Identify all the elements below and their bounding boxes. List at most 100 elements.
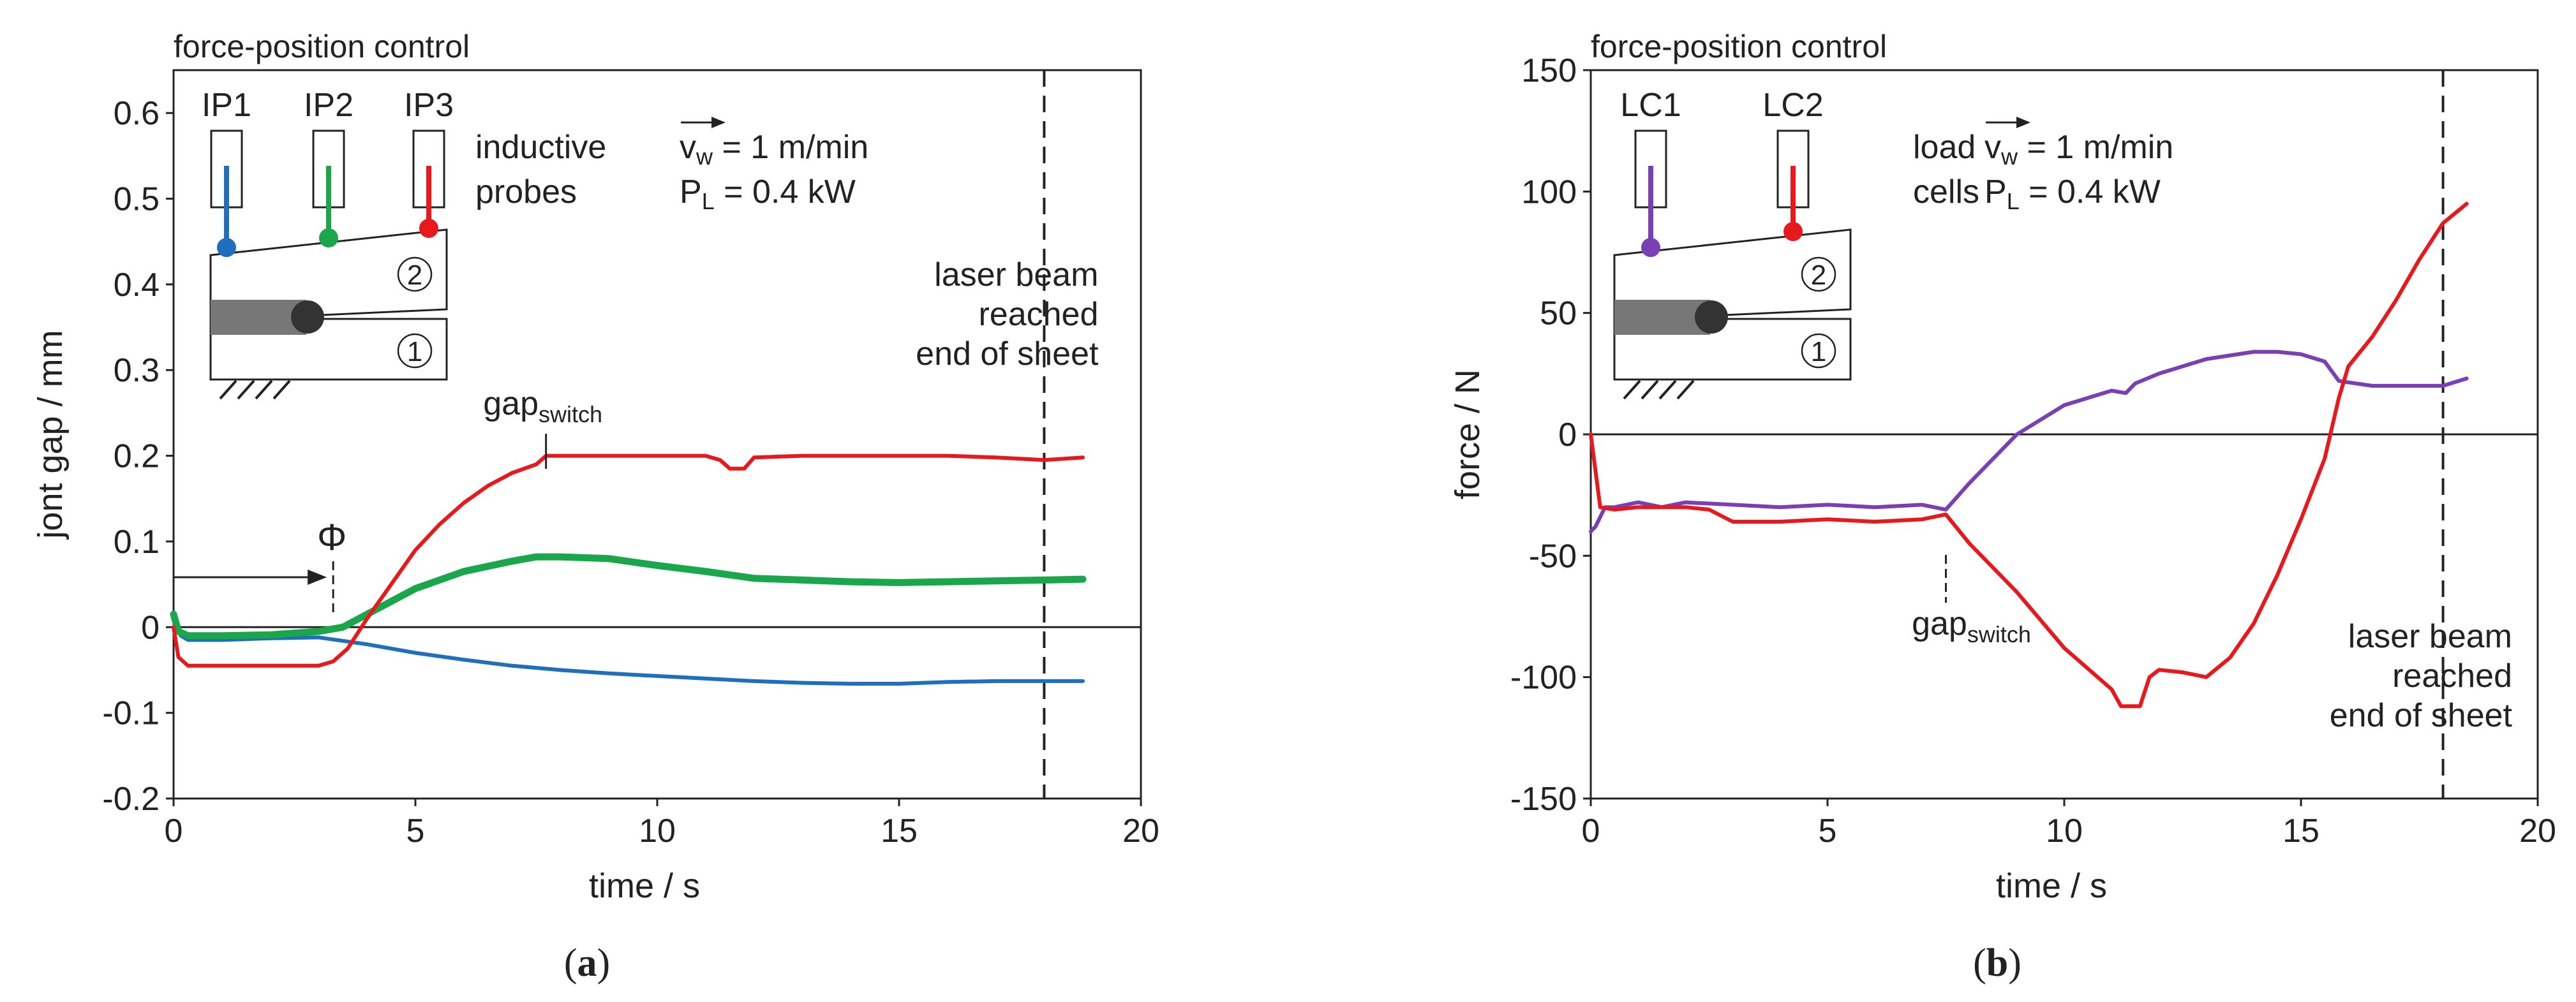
sensor-type-line-2: probes bbox=[475, 173, 577, 210]
caption-letter: a bbox=[577, 941, 597, 985]
y-tick-label: 0.3 bbox=[114, 352, 160, 389]
vw-arrow-head bbox=[2016, 117, 2030, 128]
y-tick-label: -50 bbox=[1529, 538, 1577, 575]
ground-hatch bbox=[219, 379, 237, 400]
caption-open-paren: ( bbox=[564, 941, 577, 985]
caption-close-paren: ) bbox=[597, 941, 611, 985]
series-line-ip3 bbox=[172, 453, 1085, 668]
laser-annotation: laser beam reached end of sheet bbox=[2330, 618, 2513, 734]
laser-spot bbox=[291, 300, 324, 334]
probe-label-lc1: LC1 bbox=[1620, 87, 1681, 124]
y-tick-label: 0.4 bbox=[114, 267, 160, 304]
x-axis-label: time / s bbox=[1996, 867, 2107, 905]
x-axis-label: time / s bbox=[589, 867, 700, 905]
probe-tip bbox=[1641, 238, 1660, 257]
probe-label-ip3: IP3 bbox=[404, 87, 454, 124]
vw-subscript: w bbox=[2000, 144, 2018, 170]
vw-symbol: v bbox=[680, 129, 696, 166]
y-tick-label: -0.2 bbox=[102, 781, 160, 818]
plot-frame bbox=[172, 69, 1142, 800]
pl-label: PL = 0.4 kW bbox=[1984, 173, 2161, 214]
laser-line-2: reached bbox=[2392, 658, 2512, 695]
laser-spot bbox=[1695, 300, 1728, 334]
pl-symbol: P bbox=[1984, 173, 2007, 210]
x-tick-label: 5 bbox=[406, 813, 425, 850]
ground-hatch bbox=[1641, 379, 1659, 400]
x-tick-label: 10 bbox=[2046, 813, 2083, 850]
y-axis-label: force / N bbox=[1448, 369, 1487, 499]
vw-value: = 1 m/min bbox=[2018, 129, 2173, 166]
pl-subscript: L bbox=[2007, 188, 2020, 214]
probe-tip bbox=[1783, 222, 1803, 241]
chart-title: force-position control bbox=[1591, 29, 1887, 64]
vw-label: vw = 1 m/min bbox=[1984, 129, 2173, 170]
panel-caption: (b) bbox=[1973, 941, 2021, 985]
sheet-1-circle bbox=[1801, 333, 1836, 369]
x-tick-label: 0 bbox=[165, 813, 183, 850]
gap-switch-label: gapswitch bbox=[1912, 605, 2031, 647]
probe-label-lc2: LC2 bbox=[1762, 87, 1823, 124]
pl-value: = 0.4 kW bbox=[715, 173, 856, 210]
laser-line-3: end of sheet bbox=[2330, 697, 2513, 734]
y-tick-label: -0.1 bbox=[102, 695, 160, 732]
series-line-ip1 bbox=[172, 616, 1085, 686]
setup-schematic: 2 1 LC1 LC2 bbox=[1613, 87, 1852, 400]
probe-tip bbox=[419, 219, 438, 238]
x-tick-label: 10 bbox=[639, 813, 676, 850]
y-tick-label: 100 bbox=[1521, 173, 1577, 210]
laser-line-3: end of sheet bbox=[916, 335, 1099, 372]
y-axis-label: jont gap / mm bbox=[31, 330, 70, 540]
gap-switch-label: gapswitch bbox=[483, 385, 602, 427]
y-tick-label: 0 bbox=[1558, 416, 1577, 453]
sensor-type-label: inductive probes bbox=[475, 129, 606, 210]
laser-annotation: laser beam reached end of sheet bbox=[916, 256, 1099, 372]
sheet-2-number: 2 bbox=[407, 260, 422, 291]
caption-letter: b bbox=[1986, 941, 2008, 985]
ground-hatch bbox=[237, 379, 255, 400]
phi-label: Φ bbox=[317, 517, 346, 558]
probe-tip bbox=[217, 238, 236, 257]
probe-tip bbox=[319, 228, 338, 247]
sheet-1-circle bbox=[397, 333, 433, 369]
y-tick-label: 0.6 bbox=[114, 95, 160, 132]
vw-symbol: v bbox=[1984, 129, 2001, 166]
series-line-ip2 bbox=[170, 553, 1087, 640]
x-tick-label: 5 bbox=[1819, 813, 1837, 850]
panel-caption: (a) bbox=[564, 941, 610, 985]
series-line-lc2 bbox=[1589, 202, 2469, 709]
sheet-1-number: 1 bbox=[407, 336, 422, 367]
y-tick-label: 0.5 bbox=[114, 181, 160, 218]
sheet-2-circle bbox=[397, 256, 433, 292]
gap-switch-main: gap bbox=[483, 385, 539, 422]
gap-switch-main: gap bbox=[1912, 605, 1967, 642]
y-tick-label: 150 bbox=[1521, 52, 1577, 89]
sheet-2-number: 2 bbox=[1811, 260, 1826, 291]
x-tick-label: 20 bbox=[1122, 813, 1159, 850]
y-tick-label: -100 bbox=[1510, 659, 1577, 696]
gap-switch-sub: switch bbox=[539, 401, 602, 427]
vw-value: = 1 m/min bbox=[713, 129, 868, 166]
ground-hatch bbox=[1658, 379, 1677, 400]
sensor-type-line-1: load bbox=[1913, 129, 1976, 166]
laser-seam bbox=[1614, 300, 1710, 335]
ground-hatch bbox=[255, 379, 273, 400]
laser-line-1: laser beam bbox=[2348, 618, 2512, 655]
gap-switch-sub: switch bbox=[1967, 621, 2031, 647]
vw-label: vw = 1 m/min bbox=[680, 129, 868, 170]
x-tick-label: 0 bbox=[1582, 813, 1600, 850]
vw-arrow-head bbox=[711, 117, 726, 128]
probe-label-ip1: IP1 bbox=[202, 87, 251, 124]
chart-panel-a: force-position control -0.2 -0.1 0 0.1 0.2 0.3… bbox=[31, 29, 1159, 985]
ground-hatch bbox=[272, 379, 291, 400]
y-tick-label: 0 bbox=[141, 609, 160, 646]
sensor-type-line-1: inductive bbox=[475, 129, 606, 166]
x-tick-label: 15 bbox=[2282, 813, 2319, 850]
caption-close-paren: ) bbox=[2008, 941, 2021, 985]
sheet-2-circle bbox=[1801, 256, 1836, 292]
sheet-1-number: 1 bbox=[1811, 336, 1826, 367]
caption-open-paren: ( bbox=[1973, 941, 1986, 985]
pl-subscript: L bbox=[702, 188, 715, 214]
vw-subscript: w bbox=[696, 144, 713, 170]
pl-symbol: P bbox=[680, 173, 702, 210]
